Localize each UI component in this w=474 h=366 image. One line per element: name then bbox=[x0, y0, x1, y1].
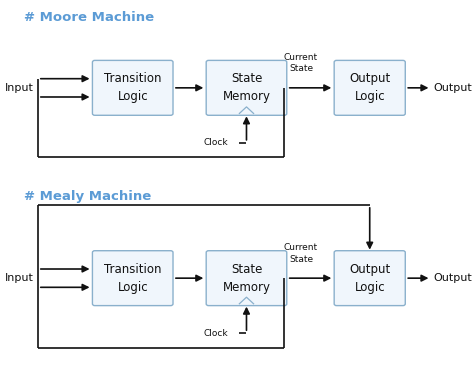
FancyBboxPatch shape bbox=[334, 60, 405, 115]
FancyBboxPatch shape bbox=[206, 60, 287, 115]
Text: # Mealy Machine: # Mealy Machine bbox=[24, 190, 151, 203]
Text: Output: Output bbox=[434, 273, 473, 283]
Text: Transition
Logic: Transition Logic bbox=[104, 263, 162, 294]
FancyBboxPatch shape bbox=[92, 60, 173, 115]
Text: State
Memory: State Memory bbox=[222, 263, 271, 294]
Text: Output
Logic: Output Logic bbox=[349, 72, 391, 103]
Text: Transition
Logic: Transition Logic bbox=[104, 72, 162, 103]
Text: Clock: Clock bbox=[204, 329, 228, 337]
Text: State
Memory: State Memory bbox=[222, 72, 271, 103]
Text: Input: Input bbox=[5, 83, 34, 93]
Text: Input: Input bbox=[5, 273, 34, 283]
FancyBboxPatch shape bbox=[334, 251, 405, 306]
Text: Current
State: Current State bbox=[284, 243, 318, 264]
FancyBboxPatch shape bbox=[92, 251, 173, 306]
Text: Output
Logic: Output Logic bbox=[349, 263, 391, 294]
Text: # Moore Machine: # Moore Machine bbox=[24, 11, 154, 24]
Text: Current
State: Current State bbox=[284, 53, 318, 73]
FancyBboxPatch shape bbox=[206, 251, 287, 306]
Text: Clock: Clock bbox=[204, 138, 228, 147]
Text: Output: Output bbox=[434, 83, 473, 93]
